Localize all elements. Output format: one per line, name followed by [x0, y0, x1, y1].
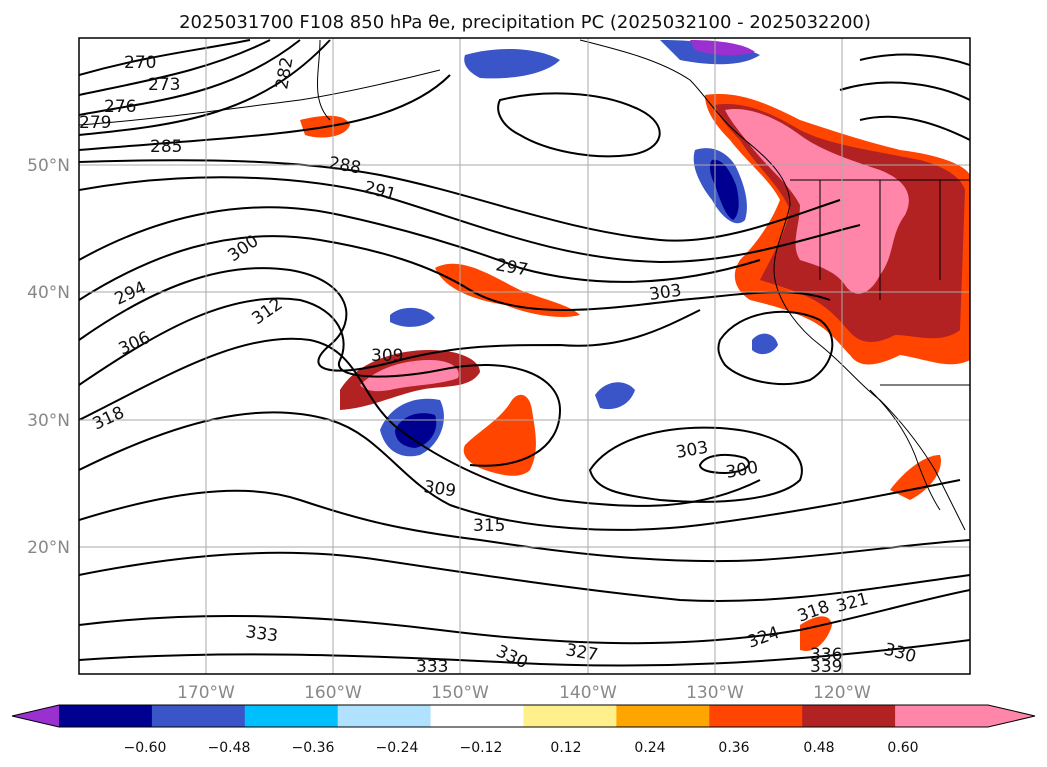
min-region-subtropics — [395, 413, 437, 448]
contour-line — [79, 489, 970, 563]
lon-label: 140°W — [559, 683, 617, 703]
contour-label: 333 — [416, 657, 448, 677]
colorbar-bin — [895, 705, 989, 727]
lon-label: 130°W — [686, 683, 744, 703]
lon-label: 160°W — [304, 683, 362, 703]
positive-region-central — [463, 394, 536, 476]
contour-label: 336 — [810, 645, 842, 665]
contour-label: 309 — [422, 477, 457, 501]
contour-line — [839, 81, 970, 101]
colorbar-bin — [430, 705, 524, 727]
contour-line — [79, 74, 451, 151]
contour-line — [79, 159, 841, 242]
colorbar-tick-label: 0.24 — [634, 740, 665, 756]
colorbar-tick-label: −0.12 — [460, 740, 503, 756]
contour-line — [79, 411, 961, 531]
map-panel: 270 273 276 279 282 285 288 291 294 297 … — [78, 37, 971, 677]
min-region-pacific-nw — [709, 159, 739, 220]
colorbar-tick-label: −0.36 — [292, 740, 335, 756]
colorbar-tick-label: −0.60 — [124, 740, 167, 756]
colorbar-bin — [59, 705, 153, 727]
lon-labels: 170°W 160°W 150°W 140°W 130°W 120°W — [177, 683, 871, 703]
contour-line — [79, 176, 861, 264]
colorbar-under-triangle — [12, 705, 59, 727]
state-borders — [819, 180, 941, 300]
coastline-north-america — [579, 39, 966, 531]
contour-line — [79, 639, 970, 667]
contour-line — [79, 235, 831, 311]
contour-line — [79, 297, 562, 467]
coastlines — [79, 39, 970, 531]
contour-label: 303 — [648, 281, 683, 305]
contour-closed-north — [497, 92, 661, 158]
contour-label: 285 — [150, 137, 182, 157]
lat-label: 40°N — [27, 283, 70, 303]
lon-label: 120°W — [813, 683, 871, 703]
gridlines — [79, 38, 970, 674]
contour-line — [79, 39, 331, 136]
lat-labels: 50°N 40°N 30°N 20°N — [27, 156, 70, 558]
contour-label: 273 — [148, 75, 180, 95]
negative-region-offshore-ca — [752, 333, 778, 355]
colorbar-bin — [802, 705, 896, 727]
positive-region-mexico — [890, 455, 941, 500]
contour-label: 333 — [244, 622, 279, 646]
colorbar-bins — [59, 705, 989, 727]
negative-region-east-central — [595, 382, 635, 410]
contour-label: 315 — [473, 516, 505, 536]
colorbar-tick-label: −0.48 — [208, 740, 251, 756]
contour-label: 339 — [810, 657, 842, 677]
contour-label: 309 — [371, 346, 403, 366]
lat-label: 30°N — [27, 411, 70, 431]
colorbar: −0.60 −0.48 −0.36 −0.24 −0.12 0.12 0.24 … — [11, 704, 1036, 756]
lon-label: 170°W — [177, 683, 235, 703]
contour-line — [79, 39, 251, 76]
contour-label: 276 — [104, 97, 136, 117]
colorbar-bin — [709, 705, 803, 727]
colorbar-bin — [616, 705, 710, 727]
negative-region-gulf-alaska — [464, 48, 560, 79]
coastline-alaska-west — [317, 39, 331, 121]
colorbar-bin — [151, 705, 246, 727]
under-region-alaska — [690, 40, 755, 56]
contour-line — [79, 267, 701, 372]
negative-region-north-central — [390, 307, 435, 327]
figure-title: 2025031700 F108 850 hPa θe, precipitatio… — [179, 12, 871, 33]
lat-label: 20°N — [27, 538, 70, 558]
contour-line — [79, 206, 761, 283]
coastline-baja — [869, 389, 941, 511]
colorbar-tick-label: 0.60 — [887, 740, 918, 756]
contour-closed-ca — [717, 310, 834, 386]
lon-label: 150°W — [431, 683, 489, 703]
contour-label: 279 — [79, 113, 111, 133]
positive-region-north-central — [435, 263, 580, 317]
contour-line — [859, 53, 970, 66]
contour-line — [79, 337, 761, 507]
contour-line — [859, 115, 970, 141]
colorbar-tick-label: 0.36 — [718, 740, 749, 756]
colorbar-bin — [523, 705, 617, 727]
colorbar-outline — [11, 704, 1036, 728]
colorbar-bin — [337, 705, 432, 727]
coastline-aleutians — [79, 69, 441, 126]
colorbar-tick-label: −0.24 — [376, 740, 419, 756]
contour-line — [79, 39, 301, 116]
colorbar-bin — [244, 705, 339, 727]
colorbar-ticks: −0.60 −0.48 −0.36 −0.24 −0.12 0.12 0.24 … — [124, 740, 919, 756]
contour-closed-300-inner — [698, 453, 750, 475]
colorbar-over-triangle — [988, 705, 1035, 727]
contour-line — [79, 589, 970, 645]
colorbar-tick-label: 0.48 — [803, 740, 834, 756]
contour-closed-300 — [588, 426, 803, 503]
map-frame — [78, 37, 971, 675]
colorbar-tick-label: 0.12 — [550, 740, 581, 756]
contour-label: 270 — [124, 53, 156, 73]
contour-line — [79, 551, 970, 602]
lat-label: 50°N — [27, 156, 70, 176]
theta-e-contours — [79, 39, 970, 667]
contour-line — [79, 39, 271, 96]
max-region-west-coast — [725, 109, 909, 294]
